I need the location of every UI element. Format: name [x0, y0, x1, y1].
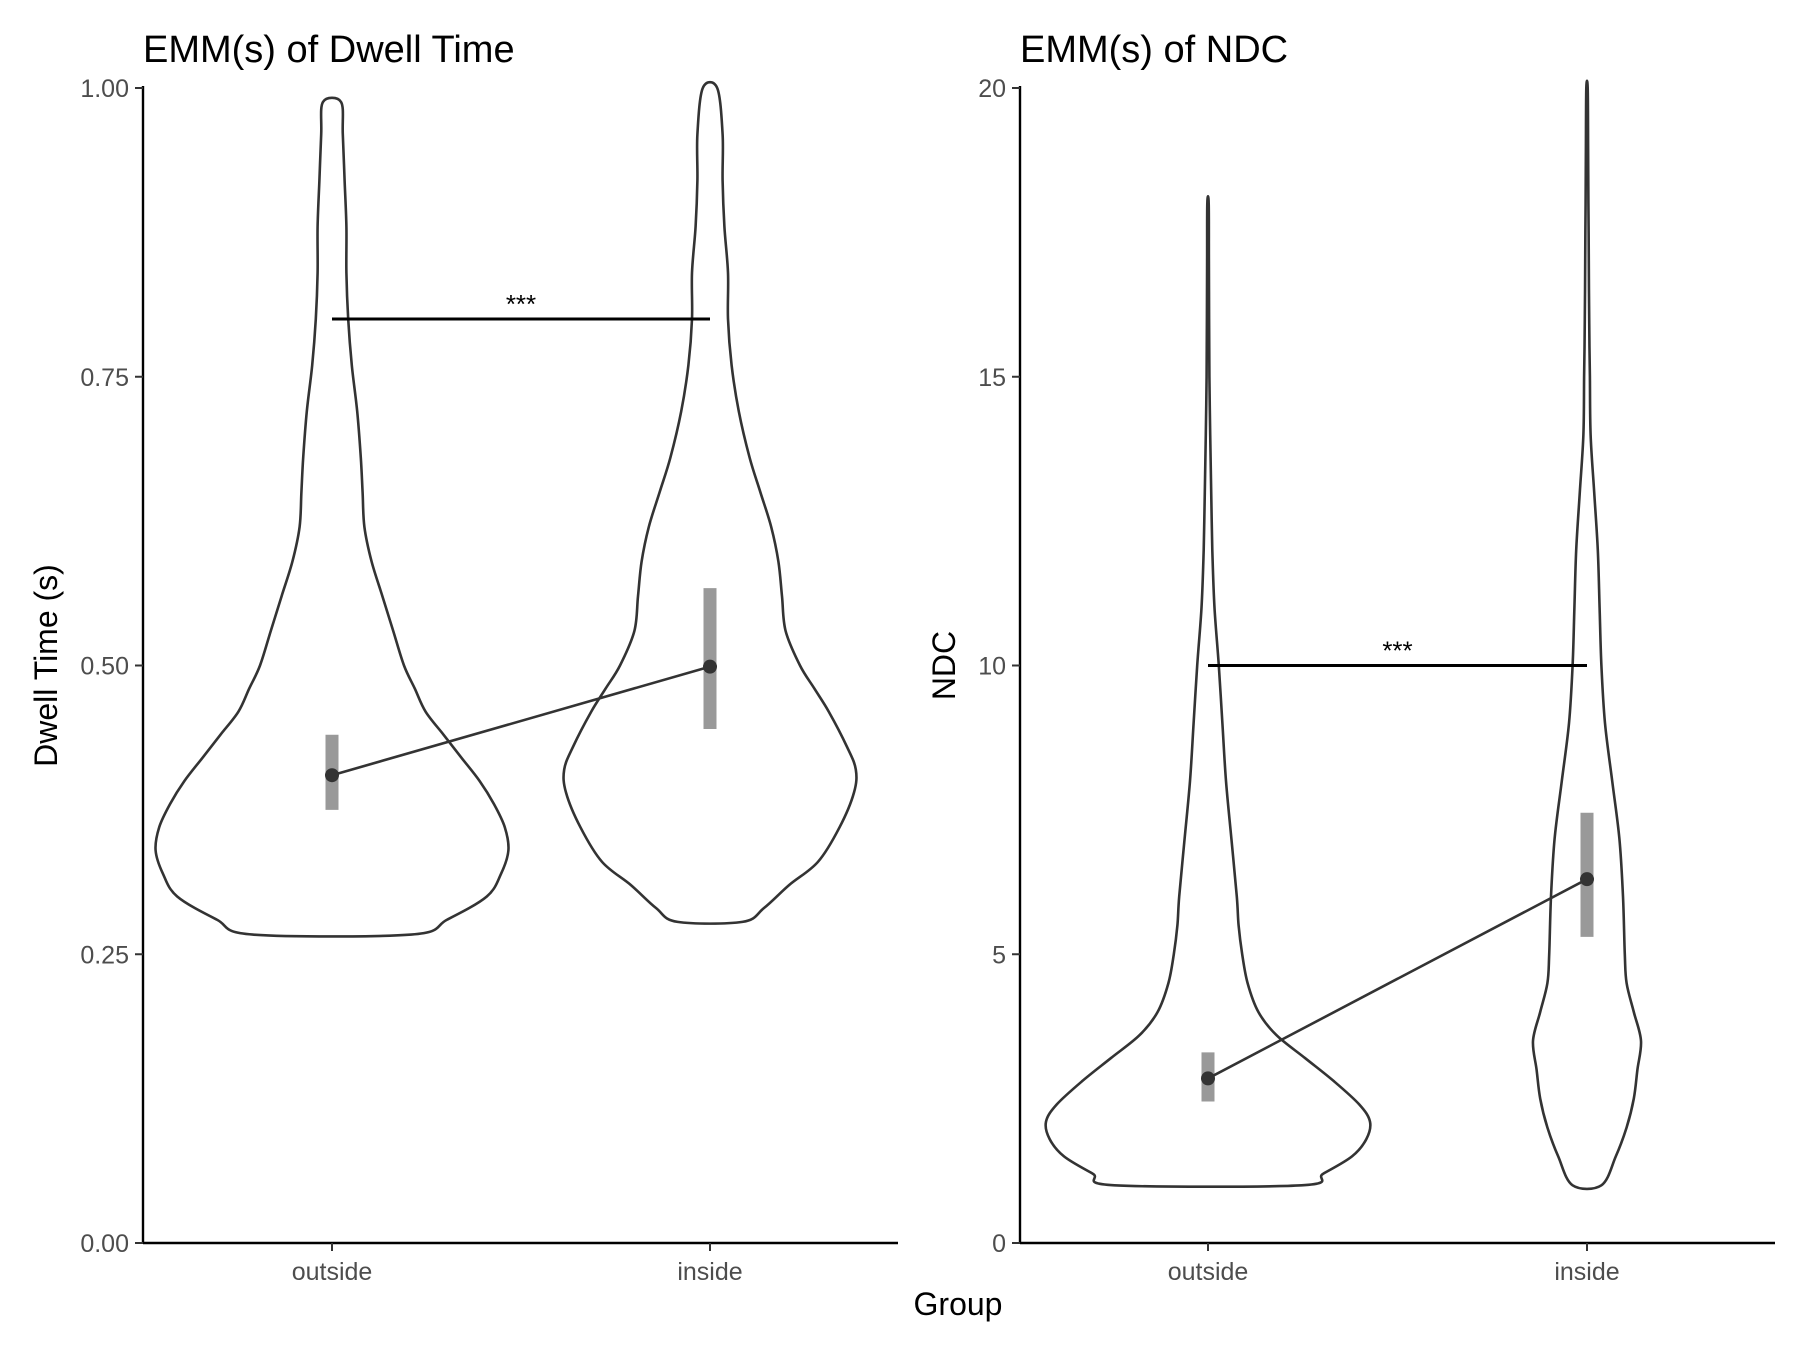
- y-tick-label: 10: [978, 653, 1006, 681]
- significance-label: ***: [506, 289, 536, 319]
- y-tick-label: 0.75: [80, 364, 129, 392]
- violin-outside: [1044, 195, 1372, 1189]
- x-axis-title: Group: [914, 1286, 1003, 1322]
- emm-point-inside: [1580, 872, 1594, 887]
- y-axis-title: Dwell Time (s): [28, 564, 64, 767]
- y-tick-label: 15: [978, 364, 1006, 392]
- y-axis-title: NDC: [926, 631, 962, 700]
- y-tick-label: 0: [992, 1230, 1006, 1258]
- y-tick-label: 5: [992, 941, 1006, 969]
- emm-connector-line: [331, 665, 711, 777]
- panel-2: EMM(s) of NDC NDC 0 5 10 15 20 outside inside ***: [926, 29, 1775, 1286]
- emm-point-outside: [325, 768, 339, 783]
- violin-inside: [1531, 79, 1643, 1191]
- panel-title: EMM(s) of NDC: [1020, 29, 1288, 71]
- panel-1: EMM(s) of Dwell Time Dwell Time (s) 0.00 0.…: [28, 29, 898, 1286]
- panel-title: EMM(s) of Dwell Time: [143, 29, 515, 71]
- emm-point-inside: [703, 659, 717, 674]
- y-tick-label: 0.25: [80, 941, 129, 969]
- violin-outside: [154, 96, 510, 938]
- significance-label: ***: [1382, 636, 1412, 666]
- y-tick-label: 0.50: [80, 653, 129, 681]
- y-tick-label: 0.00: [80, 1230, 129, 1258]
- x-tick-label: inside: [677, 1258, 742, 1286]
- emm-point-outside: [1201, 1071, 1215, 1086]
- y-tick-label: 20: [978, 75, 1006, 103]
- x-tick-label: inside: [1554, 1258, 1619, 1286]
- x-tick-label: outside: [292, 1258, 373, 1286]
- violin-inside: [562, 80, 858, 925]
- emm-connector-line: [1207, 878, 1588, 1080]
- y-tick-label: 1.00: [80, 75, 129, 103]
- x-tick-label: outside: [1168, 1258, 1249, 1286]
